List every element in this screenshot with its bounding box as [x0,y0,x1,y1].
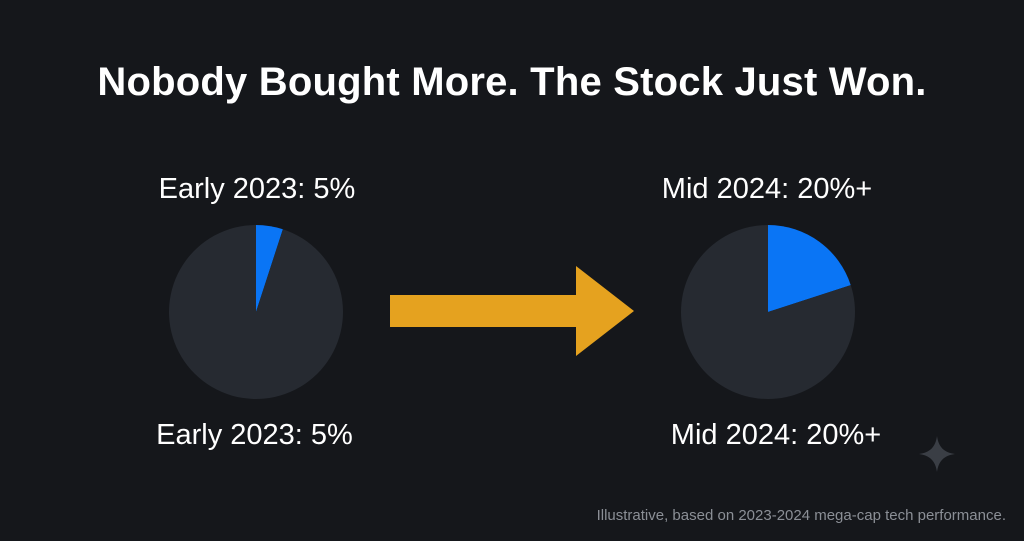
pie-slice-remainder [169,225,343,399]
chart-title: Nobody Bought More. The Stock Just Won. [97,60,927,104]
footnote: Illustrative, based on 2023-2024 mega-ca… [596,507,1006,524]
pie-early-2023-title: Early 2023: 5% [158,173,356,205]
sparkle-icon [919,436,955,472]
right-arrow-icon [390,266,634,356]
pie-slice-highlight [256,225,283,312]
pie-slice-highlight [768,225,851,312]
pie-chart-mid-2024 [681,225,855,399]
pie-chart-early-2023 [169,225,343,399]
pie-mid-2024-caption: Mid 2024: 20%+ [670,419,882,451]
pie-early-2023-caption: Early 2023: 5% [156,419,353,451]
pie-mid-2024-title: Mid 2024: 20%+ [661,173,873,205]
pie-slice-remainder [681,225,855,399]
